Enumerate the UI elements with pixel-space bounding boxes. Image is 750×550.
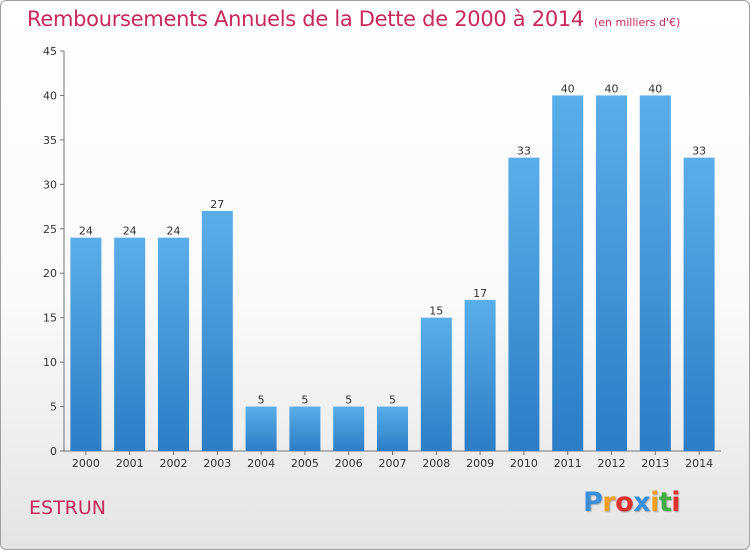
y-tick-label: 10 <box>43 356 57 369</box>
x-tick-label-2011: 2011 <box>554 457 582 470</box>
logo-letter: t <box>658 487 672 518</box>
x-tick-label-2003: 2003 <box>203 457 231 470</box>
x-tick-label-2005: 2005 <box>291 457 319 470</box>
bar-2005 <box>289 406 321 451</box>
chart-subtitle: (en milliers d'€) <box>594 16 681 29</box>
bar-2013 <box>639 95 671 451</box>
data-label-2004: 5 <box>258 394 265 407</box>
chart-bars <box>70 95 715 451</box>
bar-2000 <box>70 237 102 451</box>
data-label-2012: 40 <box>605 82 619 95</box>
y-tick-label: 30 <box>43 178 57 191</box>
bar-2002 <box>158 237 189 451</box>
y-tick-label: 25 <box>43 223 57 236</box>
logo-letter: P <box>583 487 603 518</box>
y-tick-label: 20 <box>43 267 57 280</box>
logo-letter: x <box>633 487 651 518</box>
bar-2003 <box>201 211 233 451</box>
commune-name: ESTRUN <box>29 497 106 519</box>
bar-2006 <box>333 406 365 451</box>
x-tick-label-2000: 2000 <box>72 457 100 470</box>
y-tick-label: 5 <box>50 401 57 414</box>
chart-labels: 2000 24 2001 24 2002 24 2003 27 2004 5 2005 5 2006 5 2… <box>72 82 713 470</box>
data-label-2008: 15 <box>429 305 443 318</box>
bar-2008 <box>420 317 452 451</box>
x-tick-label-2004: 2004 <box>247 457 275 470</box>
chart-title: Remboursements Annuels de la Dette de 20… <box>27 7 680 31</box>
logo-letter: i <box>671 487 681 518</box>
x-tick-label-2012: 2012 <box>598 457 626 470</box>
bar-2007 <box>377 406 408 451</box>
x-tick-label-2007: 2007 <box>379 457 407 470</box>
bar-2009 <box>464 299 496 451</box>
logo-letter: o <box>615 487 634 518</box>
bar-2004 <box>245 406 277 451</box>
data-label-2001: 24 <box>123 225 137 238</box>
data-label-2010: 33 <box>517 145 531 158</box>
proxiti-logo[interactable]: Proxiti <box>583 487 681 518</box>
x-tick-label-2014: 2014 <box>685 457 713 470</box>
logo-letter: i <box>650 487 659 518</box>
x-tick-label-2009: 2009 <box>466 457 494 470</box>
y-tick-label: 35 <box>43 134 57 147</box>
bar-2012 <box>596 95 627 451</box>
x-tick-label-2001: 2001 <box>116 457 144 470</box>
data-label-2006: 5 <box>345 394 352 407</box>
bar-2011 <box>552 95 584 451</box>
data-label-2000: 24 <box>79 225 93 238</box>
data-label-2009: 17 <box>473 287 487 300</box>
chart-title-text: Remboursements Annuels de la Dette de 20… <box>27 7 584 31</box>
data-label-2011: 40 <box>561 82 575 95</box>
data-label-2005: 5 <box>301 394 308 407</box>
x-tick-label-2002: 2002 <box>160 457 188 470</box>
data-label-2013: 40 <box>648 82 662 95</box>
data-label-2007: 5 <box>389 394 396 407</box>
y-tick-label: 40 <box>43 89 57 102</box>
y-tick-label: 15 <box>43 312 57 325</box>
x-tick-label-2006: 2006 <box>335 457 363 470</box>
y-tick-label: 45 <box>43 45 57 58</box>
bar-2001 <box>114 237 146 451</box>
data-label-2014: 33 <box>692 145 706 158</box>
logo-letter: r <box>602 487 616 518</box>
bar-2010 <box>508 157 540 451</box>
x-tick-label-2008: 2008 <box>422 457 450 470</box>
data-label-2002: 24 <box>167 225 181 238</box>
x-tick-label-2010: 2010 <box>510 457 538 470</box>
x-tick-label-2013: 2013 <box>641 457 669 470</box>
bar-2014 <box>683 157 715 451</box>
data-label-2003: 27 <box>210 198 224 211</box>
y-tick-label: 0 <box>50 445 57 458</box>
